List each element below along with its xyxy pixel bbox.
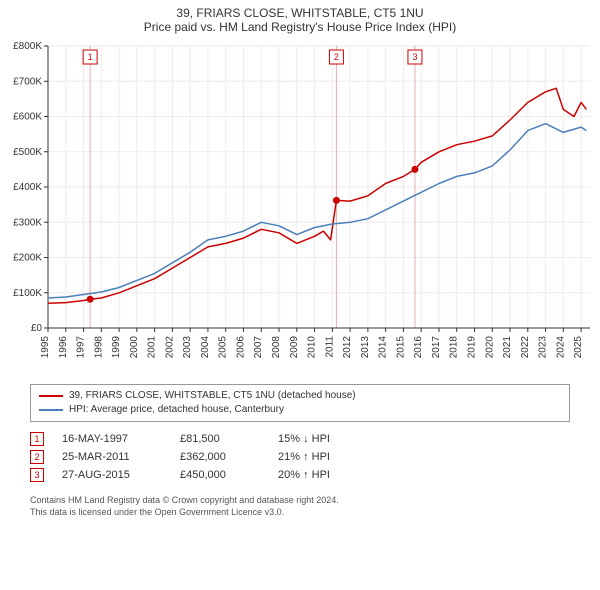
footer-line-2: This data is licensed under the Open Gov…	[30, 506, 570, 518]
event-price: £450,000	[180, 469, 260, 481]
svg-text:2023: 2023	[538, 336, 549, 359]
svg-text:2009: 2009	[289, 336, 300, 359]
svg-text:2025: 2025	[573, 336, 584, 359]
svg-text:2019: 2019	[466, 336, 477, 359]
svg-text:2018: 2018	[449, 336, 460, 359]
event-diff: 20% ↑ HPI	[278, 469, 368, 481]
svg-text:1999: 1999	[111, 336, 122, 359]
svg-text:1995: 1995	[40, 336, 51, 359]
attribution-footer: Contains HM Land Registry data © Crown c…	[30, 494, 570, 518]
svg-text:2004: 2004	[200, 336, 211, 359]
event-date: 27-AUG-2015	[62, 469, 162, 481]
event-row: 3 27-AUG-2015 £450,000 20% ↑ HPI	[30, 466, 570, 484]
event-diff: 21% ↑ HPI	[278, 451, 368, 463]
legend-label: HPI: Average price, detached house, Cant…	[69, 403, 284, 417]
svg-text:1998: 1998	[93, 336, 104, 359]
event-date: 16-MAY-1997	[62, 433, 162, 445]
svg-text:£400K: £400K	[13, 182, 42, 193]
svg-text:2000: 2000	[129, 336, 140, 359]
svg-text:1996: 1996	[58, 336, 69, 359]
svg-text:2014: 2014	[378, 336, 389, 359]
svg-text:2008: 2008	[271, 336, 282, 359]
svg-text:£0: £0	[31, 323, 43, 334]
svg-text:2022: 2022	[520, 336, 531, 359]
svg-text:2017: 2017	[431, 336, 442, 359]
legend-label: 39, FRIARS CLOSE, WHITSTABLE, CT5 1NU (d…	[69, 389, 356, 403]
page-subtitle: Price paid vs. HM Land Registry's House …	[0, 20, 600, 38]
svg-text:2013: 2013	[360, 336, 371, 359]
legend: 39, FRIARS CLOSE, WHITSTABLE, CT5 1NU (d…	[30, 384, 570, 422]
svg-text:£100K: £100K	[13, 288, 42, 299]
legend-swatch	[39, 395, 63, 397]
svg-text:2016: 2016	[413, 336, 424, 359]
svg-text:£200K: £200K	[13, 253, 42, 264]
svg-text:2010: 2010	[307, 336, 318, 359]
event-badge: 2	[30, 450, 44, 464]
svg-text:1997: 1997	[76, 336, 87, 359]
page-title: 39, FRIARS CLOSE, WHITSTABLE, CT5 1NU	[0, 0, 600, 20]
svg-text:2020: 2020	[484, 336, 495, 359]
event-diff: 15% ↓ HPI	[278, 433, 368, 445]
events-table: 1 16-MAY-1997 £81,500 15% ↓ HPI 2 25-MAR-2011…	[30, 430, 570, 484]
svg-text:£600K: £600K	[13, 112, 42, 123]
svg-text:2001: 2001	[147, 336, 158, 359]
svg-text:2024: 2024	[555, 336, 566, 359]
event-price: £81,500	[180, 433, 260, 445]
legend-item: 39, FRIARS CLOSE, WHITSTABLE, CT5 1NU (d…	[39, 389, 561, 403]
svg-text:£300K: £300K	[13, 217, 42, 228]
event-row: 2 25-MAR-2011 £362,000 21% ↑ HPI	[30, 448, 570, 466]
svg-text:2011: 2011	[324, 336, 335, 358]
event-badge: 3	[30, 468, 44, 482]
svg-text:2002: 2002	[164, 336, 175, 359]
svg-text:2007: 2007	[253, 336, 264, 359]
svg-text:£800K: £800K	[13, 41, 42, 52]
svg-text:2015: 2015	[395, 336, 406, 359]
svg-text:£500K: £500K	[13, 147, 42, 158]
event-date: 25-MAR-2011	[62, 451, 162, 463]
svg-text:1: 1	[88, 52, 93, 62]
legend-swatch	[39, 409, 63, 411]
footer-line-1: Contains HM Land Registry data © Crown c…	[30, 494, 570, 506]
svg-text:£700K: £700K	[13, 76, 42, 87]
event-row: 1 16-MAY-1997 £81,500 15% ↓ HPI	[30, 430, 570, 448]
svg-text:2021: 2021	[502, 336, 513, 359]
svg-text:2012: 2012	[342, 336, 353, 359]
svg-text:2: 2	[334, 52, 339, 62]
chart-line: £0 £100K £200K £300K £400K £500K £600K £700K £80…	[0, 38, 600, 378]
chart-svg: £0 £100K £200K £300K £400K £500K £600K £700K £80…	[0, 38, 600, 378]
svg-text:2006: 2006	[235, 336, 246, 359]
legend-item: HPI: Average price, detached house, Cant…	[39, 403, 561, 417]
svg-text:2005: 2005	[218, 336, 229, 359]
event-badge: 1	[30, 432, 44, 446]
svg-text:3: 3	[412, 52, 417, 62]
event-price: £362,000	[180, 451, 260, 463]
svg-text:2003: 2003	[182, 336, 193, 359]
